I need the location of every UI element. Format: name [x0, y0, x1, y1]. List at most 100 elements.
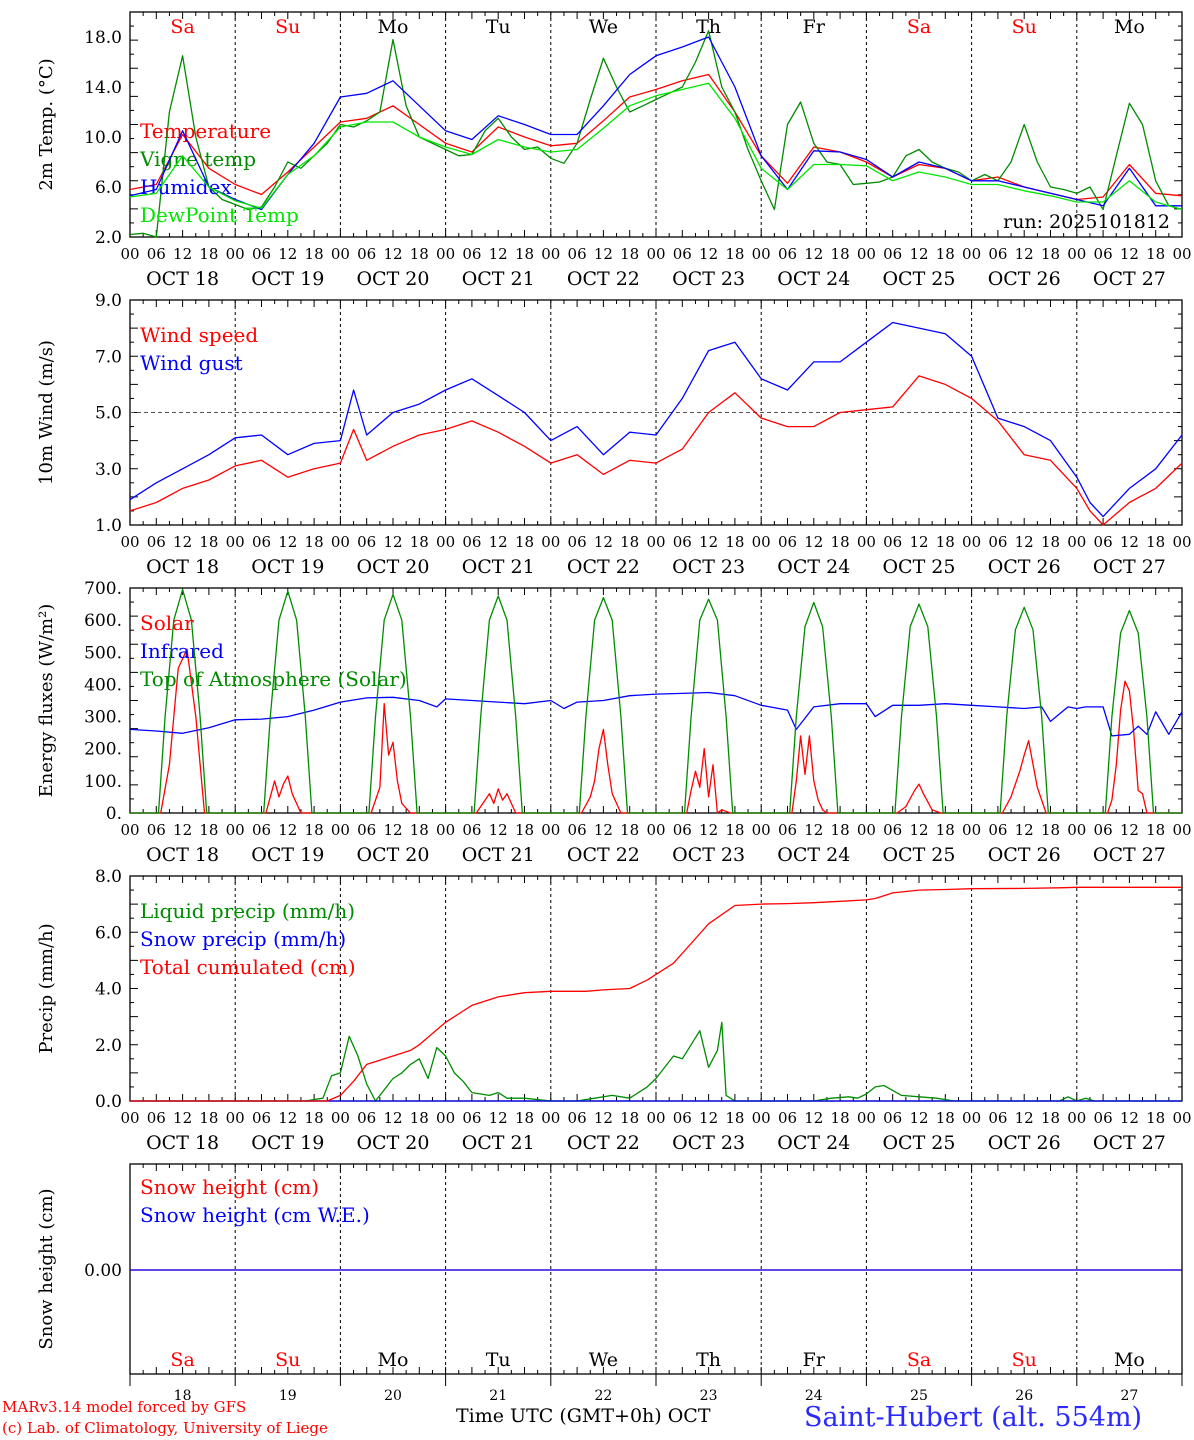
legend-entry: Temperature [140, 119, 271, 143]
date-label: OCT 22 [567, 844, 640, 866]
date-label: OCT 19 [251, 844, 324, 866]
hour-tick-label: 00 [1172, 821, 1191, 839]
legend-entry: Top of Atmosphere (Solar) [140, 667, 407, 691]
date-label: OCT 24 [777, 268, 850, 290]
date-label: OCT 20 [356, 268, 429, 290]
hour-tick-label: 18 [515, 245, 534, 263]
hour-tick-label: 06 [147, 1109, 166, 1127]
hour-tick-label: 06 [357, 533, 376, 551]
date-label: OCT 19 [251, 556, 324, 578]
hour-tick-label: 06 [1094, 533, 1113, 551]
hour-tick-label: 00 [331, 1109, 350, 1127]
hour-tick-label: 18 [1146, 1109, 1165, 1127]
hour-tick-label: 12 [383, 533, 402, 551]
hour-tick-label: 06 [673, 821, 692, 839]
hour-tick-label: 18 [620, 533, 639, 551]
series-line-wind-gust [129, 321, 1183, 518]
y-tick-label: 14.0 [84, 78, 122, 98]
y-tick-label: 700. [84, 579, 122, 599]
hour-tick-label: 06 [1094, 1109, 1113, 1127]
hour-tick-label: 06 [568, 533, 587, 551]
weekday-label: Su [275, 16, 300, 38]
hour-tick-label: 06 [357, 245, 376, 263]
date-label: OCT 26 [988, 556, 1061, 578]
hour-tick-label: 12 [1120, 1109, 1139, 1127]
hour-tick-label: 00 [541, 821, 560, 839]
hour-tick-label: 12 [1120, 821, 1139, 839]
hour-tick-label: 06 [568, 821, 587, 839]
hour-tick-label: 12 [594, 821, 613, 839]
hour-tick-label: 00 [962, 245, 981, 263]
hour-tick-label: 00 [1172, 1109, 1191, 1127]
hour-tick-label: 06 [988, 821, 1007, 839]
hour-tick-label: 18 [831, 533, 850, 551]
y-tick-label: 18.0 [84, 28, 122, 48]
hour-tick-label: 18 [410, 821, 429, 839]
hour-tick-label: 00 [962, 1109, 981, 1127]
date-label: OCT 25 [882, 1132, 955, 1154]
date-label: OCT 27 [1093, 268, 1166, 290]
time-axis-label: Time UTC (GMT+0h) OCT [456, 1405, 711, 1427]
hour-tick-label: 12 [489, 533, 508, 551]
hour-tick-label: 18 [1041, 245, 1060, 263]
weekday-label: Tu [486, 16, 511, 38]
hour-tick-label: 00 [646, 245, 665, 263]
hour-tick-label: 18 [936, 1109, 955, 1127]
hour-tick-label: 00 [962, 533, 981, 551]
date-label: OCT 20 [356, 1132, 429, 1154]
hour-tick-label: 06 [462, 533, 481, 551]
hour-tick-label: 18 [936, 245, 955, 263]
hour-tick-label: 12 [909, 245, 928, 263]
hour-tick-label: 12 [699, 1109, 718, 1127]
date-label: OCT 24 [777, 844, 850, 866]
y-axis-label: 10m Wind (m/s) [36, 340, 57, 485]
date-label: OCT 22 [567, 556, 640, 578]
plot-frame [129, 587, 1183, 814]
hour-tick-label: 18 [831, 821, 850, 839]
weekday-label: Mo [378, 16, 409, 38]
day-number-label: 24 [805, 1388, 823, 1404]
hour-tick-label: 12 [489, 245, 508, 263]
hour-tick-label: 00 [436, 533, 455, 551]
hour-tick-label: 12 [1015, 821, 1034, 839]
y-tick-label: 8.0 [95, 867, 122, 887]
date-label: OCT 23 [672, 268, 745, 290]
hour-tick-label: 00 [436, 1109, 455, 1127]
hour-tick-label: 00 [646, 1109, 665, 1127]
hour-tick-label: 18 [1041, 821, 1060, 839]
hour-tick-label: 00 [646, 533, 665, 551]
hour-tick-label: 06 [883, 533, 902, 551]
y-tick-label: 7.0 [95, 347, 122, 367]
y-tick-label: 500. [84, 643, 122, 663]
date-label: OCT 25 [882, 556, 955, 578]
hour-tick-label: 12 [909, 1109, 928, 1127]
y-tick-label: 5.0 [95, 404, 122, 424]
hour-tick-label: 12 [489, 1109, 508, 1127]
y-tick-label: 3.0 [95, 460, 122, 480]
hour-tick-label: 12 [278, 245, 297, 263]
date-label: OCT 24 [777, 1132, 850, 1154]
day-number-label: 20 [384, 1388, 402, 1404]
date-label: OCT 21 [462, 1132, 535, 1154]
hour-tick-label: 06 [357, 821, 376, 839]
weekday-label: Th [696, 16, 721, 38]
chart-panel-3: 0. 100. 200. 300. 400. 500. 600. 700. Energy flu… [36, 579, 1192, 866]
hour-tick-label: 18 [1041, 533, 1060, 551]
date-label: OCT 27 [1093, 1132, 1166, 1154]
date-label: OCT 23 [672, 556, 745, 578]
hour-tick-label: 06 [252, 245, 271, 263]
hour-tick-label: 06 [778, 821, 797, 839]
y-tick-label: 200. [84, 740, 122, 760]
day-number-label: 27 [1120, 1388, 1138, 1404]
date-label: OCT 18 [146, 556, 219, 578]
hour-tick-label: 12 [1015, 533, 1034, 551]
weekday-label: We [589, 1349, 618, 1371]
date-label: OCT 22 [567, 268, 640, 290]
hour-tick-label: 18 [410, 533, 429, 551]
hour-tick-label: 06 [1094, 821, 1113, 839]
hour-tick-label: 12 [699, 821, 718, 839]
y-tick-label: 6.0 [95, 178, 122, 198]
series-line-dewpoint-temp [129, 82, 1183, 211]
hour-tick-label: 00 [1172, 533, 1191, 551]
hour-tick-label: 06 [462, 1109, 481, 1127]
